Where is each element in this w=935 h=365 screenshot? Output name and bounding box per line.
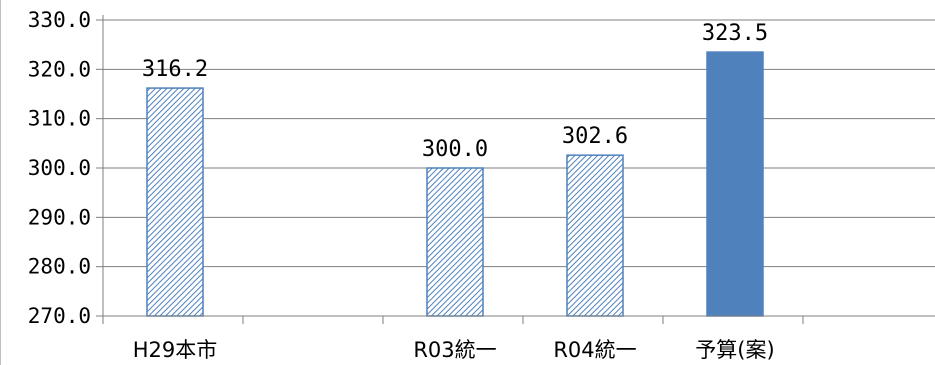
y-tick-label: 320.0 (28, 57, 91, 81)
gridlines (103, 19, 935, 317)
bar (146, 87, 204, 317)
data-label: 316.2 (142, 57, 208, 82)
data-label: 300.0 (422, 137, 488, 162)
chart-frame-left (0, 0, 1, 365)
axes (96, 15, 935, 324)
data-label: 323.5 (702, 21, 768, 46)
bar (706, 51, 764, 317)
x-category-label: H29本市 (133, 338, 218, 362)
x-tick-labels: H29本市 R03統一 R04統一 予算(案) (133, 338, 775, 362)
x-category-label: R03統一 (413, 338, 496, 362)
y-tick-label: 330.0 (28, 8, 91, 32)
y-tick-label: 280.0 (28, 255, 91, 279)
data-labels: 316.2 300.0 302.6 323.5 (142, 21, 768, 162)
y-tick-label: 290.0 (28, 205, 91, 229)
bar (426, 167, 484, 317)
data-label: 302.6 (562, 124, 628, 149)
y-tick-label: 300.0 (28, 156, 91, 180)
y-tick-labels: 270.0 280.0 290.0 300.0 310.0 320.0 330.0 (28, 8, 91, 328)
x-category-label: 予算(案) (695, 338, 774, 362)
bars (146, 51, 764, 317)
bar (566, 154, 624, 317)
y-tick-label: 270.0 (28, 304, 91, 328)
x-category-label: R04統一 (553, 338, 636, 362)
y-tick-label: 310.0 (28, 107, 91, 131)
